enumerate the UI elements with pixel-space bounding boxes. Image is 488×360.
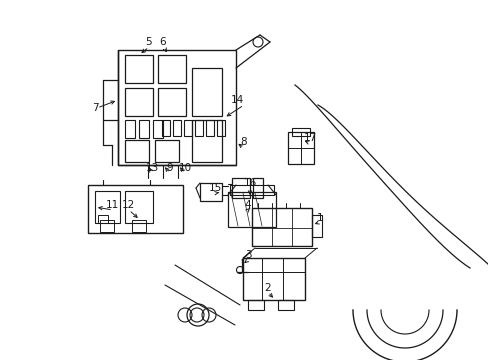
Text: 13: 13 <box>145 163 158 173</box>
Text: 15: 15 <box>208 183 221 193</box>
Bar <box>205 120 214 136</box>
Text: 2: 2 <box>264 283 271 293</box>
Bar <box>125 140 149 162</box>
Text: 17: 17 <box>303 133 316 143</box>
Bar <box>118 50 236 165</box>
Text: 11: 11 <box>105 200 119 210</box>
Bar <box>231 178 249 198</box>
Text: 9: 9 <box>166 163 173 173</box>
Bar <box>247 300 264 310</box>
Bar <box>158 55 185 83</box>
Bar <box>88 185 183 233</box>
Bar <box>229 185 273 195</box>
Bar <box>100 220 114 232</box>
Text: 5: 5 <box>144 37 151 47</box>
Bar <box>192 120 222 162</box>
Bar <box>153 120 163 138</box>
Text: 6: 6 <box>160 37 166 47</box>
Bar <box>125 120 135 138</box>
Bar <box>291 128 309 136</box>
Bar <box>162 120 170 136</box>
Text: 12: 12 <box>121 200 134 210</box>
Bar <box>287 132 313 164</box>
Text: 4: 4 <box>244 200 251 210</box>
Bar <box>95 191 120 223</box>
Text: 8: 8 <box>240 137 247 147</box>
Bar <box>200 183 222 201</box>
Bar <box>139 120 149 138</box>
Bar <box>195 120 203 136</box>
Text: 16: 16 <box>243 178 256 188</box>
Text: 7: 7 <box>92 103 98 113</box>
Text: 10: 10 <box>178 163 191 173</box>
Bar <box>217 120 224 136</box>
Bar <box>158 88 185 116</box>
Text: 3: 3 <box>244 250 251 260</box>
Bar <box>192 68 222 116</box>
Bar <box>155 140 179 162</box>
Bar <box>132 220 146 232</box>
Bar <box>252 178 263 198</box>
Bar <box>98 215 108 223</box>
Bar <box>125 88 153 116</box>
Bar <box>278 300 293 310</box>
Text: 14: 14 <box>230 95 243 105</box>
Bar <box>227 192 275 227</box>
Bar <box>251 208 311 246</box>
Bar <box>243 258 305 300</box>
Bar <box>125 55 153 83</box>
Bar <box>125 191 153 223</box>
Bar <box>311 215 321 237</box>
Bar <box>183 120 192 136</box>
Text: 1: 1 <box>316 213 323 223</box>
Bar <box>173 120 181 136</box>
